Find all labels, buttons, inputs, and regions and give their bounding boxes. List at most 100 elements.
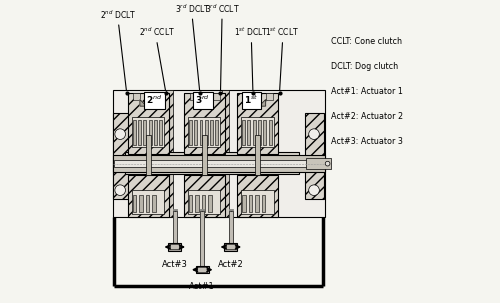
Bar [154, 120, 157, 145]
Bar [213, 93, 220, 100]
Bar [200, 211, 204, 266]
Polygon shape [249, 100, 256, 106]
Text: 3$^{rd}$ DCLT: 3$^{rd}$ DCLT [175, 2, 210, 15]
Bar [196, 195, 199, 212]
Text: 1$^{st}$ DCLT: 1$^{st}$ DCLT [234, 26, 269, 38]
Bar [173, 211, 176, 243]
Text: Act#1: Act#1 [190, 282, 215, 291]
Circle shape [308, 129, 320, 139]
Bar [236, 175, 278, 217]
Text: DCLT: Dog clutch: DCLT: Dog clutch [331, 62, 398, 71]
Polygon shape [150, 100, 156, 106]
Polygon shape [259, 100, 266, 106]
Bar [113, 90, 325, 217]
Bar [266, 93, 272, 100]
Polygon shape [206, 100, 212, 106]
Text: Act#2: Actuator 2: Act#2: Actuator 2 [331, 112, 404, 121]
Bar [146, 195, 150, 212]
Bar [226, 245, 235, 249]
Bar [202, 93, 208, 100]
Bar [202, 195, 205, 212]
Bar [241, 117, 274, 147]
Bar [198, 267, 207, 272]
Bar [134, 93, 140, 100]
Text: 1$^{st}$: 1$^{st}$ [244, 94, 258, 106]
Text: Act#1: Actuator 1: Act#1: Actuator 1 [331, 87, 403, 96]
Text: 1$^{st}$ CCLT: 1$^{st}$ CCLT [266, 26, 300, 38]
Bar [254, 93, 261, 100]
Bar [216, 120, 218, 145]
Text: Act#3: Act#3 [162, 260, 188, 268]
Bar [149, 120, 152, 145]
Bar [133, 120, 136, 145]
Bar [222, 90, 230, 217]
Circle shape [115, 129, 126, 139]
Polygon shape [140, 100, 146, 106]
Bar [113, 114, 131, 199]
Text: 3$^{rd}$ CCLT: 3$^{rd}$ CCLT [204, 2, 240, 15]
Bar [144, 120, 146, 145]
Circle shape [325, 161, 330, 166]
Bar [241, 190, 274, 214]
Bar [189, 195, 192, 212]
Bar [306, 158, 331, 169]
Bar [242, 93, 249, 100]
Bar [189, 120, 192, 145]
Bar [188, 190, 220, 214]
Bar [210, 120, 213, 145]
Bar [264, 120, 266, 145]
Bar [184, 175, 225, 217]
Bar [255, 195, 258, 212]
Bar [146, 135, 150, 175]
Bar [304, 114, 324, 199]
Circle shape [308, 185, 320, 195]
Polygon shape [196, 100, 202, 106]
Bar [190, 93, 196, 100]
Bar [236, 93, 278, 154]
Text: CCLT: Cone clutch: CCLT: Cone clutch [331, 37, 402, 46]
Bar [196, 266, 208, 273]
Bar [124, 152, 298, 174]
Text: Act#3: Actuator 3: Act#3: Actuator 3 [331, 137, 403, 146]
Bar [132, 117, 164, 147]
Text: 2$^{nd}$: 2$^{nd}$ [146, 94, 162, 106]
Bar [184, 93, 225, 154]
Bar [128, 93, 169, 154]
Bar [262, 195, 265, 212]
Text: 2$^{nd}$ CCLT: 2$^{nd}$ CCLT [139, 26, 175, 38]
Text: 2$^{nd}$ DCLT: 2$^{nd}$ DCLT [100, 8, 137, 21]
Bar [152, 195, 156, 212]
Bar [132, 190, 164, 214]
Bar [170, 245, 179, 249]
Bar [258, 120, 261, 145]
Bar [166, 90, 173, 217]
Bar [157, 93, 164, 100]
Bar [114, 160, 324, 167]
Bar [252, 120, 256, 145]
Bar [160, 120, 162, 145]
Text: 3$^{rd}$: 3$^{rd}$ [196, 94, 210, 106]
Bar [205, 120, 208, 145]
Bar [194, 120, 197, 145]
Text: Act#2: Act#2 [218, 260, 244, 268]
Bar [133, 195, 136, 212]
Bar [128, 175, 169, 217]
Bar [138, 120, 141, 145]
Bar [208, 195, 212, 212]
Bar [255, 135, 260, 175]
Bar [248, 120, 250, 145]
Bar [268, 120, 272, 145]
Bar [200, 120, 202, 145]
Bar [124, 155, 298, 171]
Bar [113, 155, 325, 172]
Bar [146, 93, 152, 100]
Bar [248, 195, 252, 212]
Circle shape [115, 185, 126, 195]
Bar [188, 117, 220, 147]
Bar [168, 243, 181, 251]
Bar [140, 195, 143, 212]
Bar [242, 120, 245, 145]
Bar [229, 211, 232, 243]
Bar [202, 135, 206, 175]
Bar [224, 243, 237, 251]
